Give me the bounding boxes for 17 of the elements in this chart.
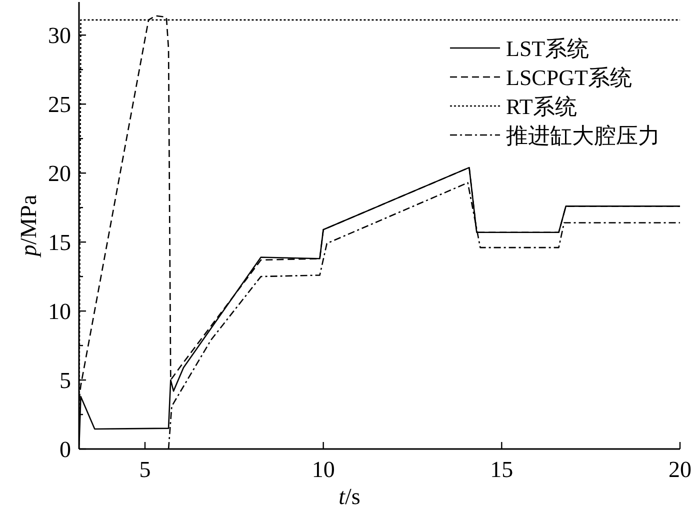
legend-label: 推进缸大腔压力 [506,123,660,148]
y-tick-label: 20 [48,161,71,186]
y-axis-title: p/MPa [16,194,41,258]
y-tick-label: 10 [48,299,71,324]
x-tick-label: 5 [139,457,151,482]
legend-label: RT系统 [506,94,577,119]
x-tick-label: 20 [668,457,692,482]
y-tick-label: 5 [60,368,71,394]
legend-label: LSCPGT系统 [506,65,632,90]
y-tick-label: 30 [48,23,71,48]
legend-label: LST系统 [506,36,590,61]
x-tick-label: 15 [490,457,514,482]
x-axis-title: t/s [338,484,360,509]
y-tick-label: 15 [48,230,71,256]
y-tick-label: 25 [48,92,71,118]
y-tick-label: 0 [60,437,71,462]
x-tick-label: 10 [312,457,335,482]
